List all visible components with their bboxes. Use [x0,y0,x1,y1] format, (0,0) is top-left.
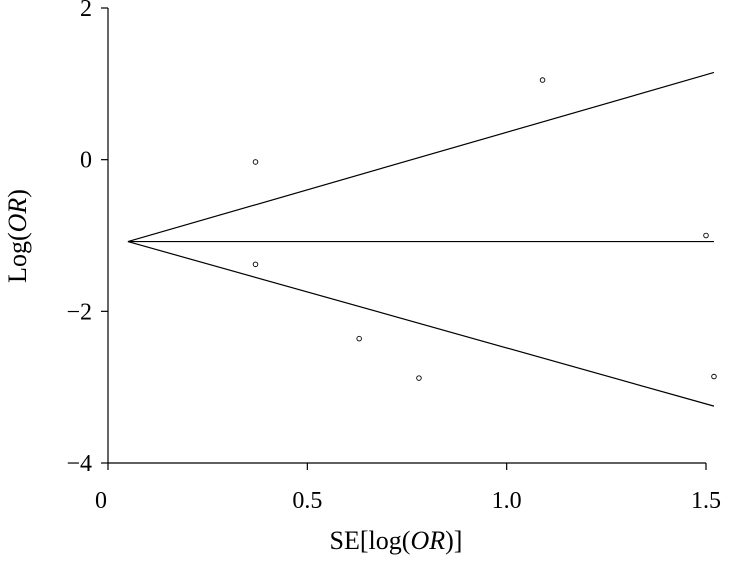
y-tick-label: −4 [66,451,92,477]
y-axis-title-suffix: ) [3,189,32,198]
data-point [416,375,422,381]
data-point [703,232,709,239]
y-axis-title-italic: OR [3,198,32,233]
y-axis-title: Log(OR) [3,189,32,283]
ticks: 20−2−40 0.5 1.0 1.5 [66,0,721,514]
x-axis-title-suffix: )] [445,526,462,555]
y-tick-label: −2 [66,299,92,325]
y-tick-label: 2 [80,0,92,22]
data-point [252,159,259,165]
data-point [356,335,362,342]
x-tick-label: 0.5 [292,488,322,514]
data-point [539,77,546,83]
funnel-upper-line [127,71,715,243]
data-point [711,373,717,380]
x-axis-title-italic: OR [410,526,445,555]
funnel-lower-line [127,240,715,407]
axes [107,8,706,464]
y-tick-label: 0 [80,148,92,174]
data-point [252,261,259,268]
x-tick-label: 1.0 [492,488,522,514]
x-axis-title-prefix: SE[log( [330,526,411,555]
funnel-lines [127,71,715,407]
x-tick-label: 1.5 [691,488,721,514]
x-axis-title: SE[log(OR)] [330,526,463,555]
y-axis-title-prefix: Log( [3,232,32,283]
data-points [252,77,717,381]
x-tick-label: 0 [95,488,107,514]
